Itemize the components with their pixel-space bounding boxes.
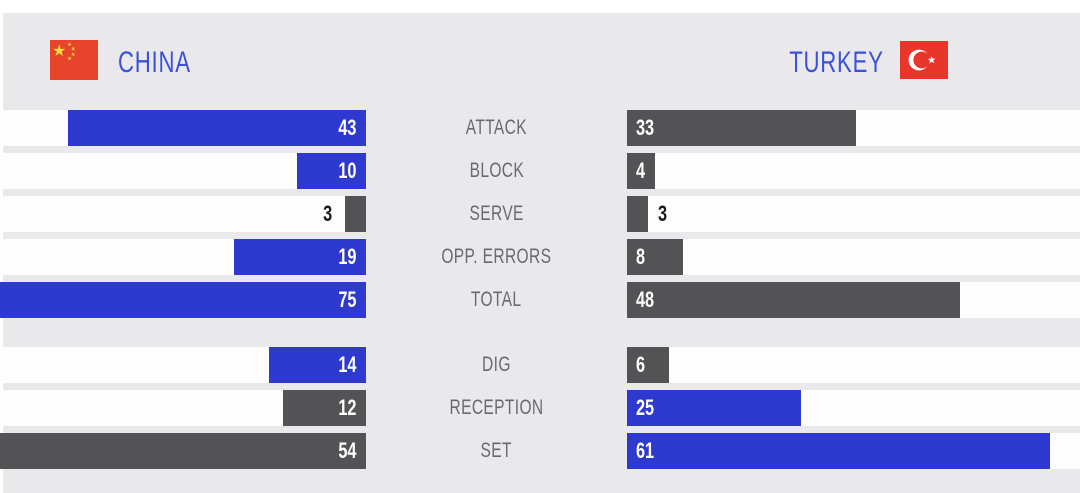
- stat-row-dig: DIG 14 6: [0, 347, 1080, 383]
- stat-row-reception: RECEPTION 12 25: [0, 390, 1080, 426]
- top-edge-strip: [0, 0, 1080, 13]
- china-value-set: 54: [337, 438, 356, 463]
- team-turkey-name-text: TURKEY: [789, 46, 884, 79]
- turkey-bar-track: [627, 153, 1080, 189]
- china-bar-serve: [345, 196, 366, 232]
- team-turkey-name: TURKEY: [756, 43, 884, 83]
- category-label-opp-errors: OPP. ERRORS: [441, 245, 552, 268]
- turkey-bar-total: [627, 282, 960, 318]
- stat-row-attack: ATTACK 43 33: [0, 110, 1080, 146]
- turkey-flag-icon: [900, 41, 948, 79]
- china-value-reception: 12: [337, 395, 356, 420]
- china-value-serve: 3: [322, 201, 332, 226]
- china-value-opp-errors: 19: [337, 244, 356, 269]
- turkey-bar-block: [627, 153, 655, 189]
- china-value-block: 10: [337, 158, 356, 183]
- stat-row-set: SET 54 61: [0, 433, 1080, 469]
- turkey-value-dig: 6: [636, 352, 646, 377]
- turkey-value-opp-errors: 8: [636, 244, 646, 269]
- stat-row-block: BLOCK 10 4: [0, 153, 1080, 189]
- category-label-dig: DIG: [482, 353, 511, 376]
- turkey-bar-track: [627, 239, 1080, 275]
- china-bar-block: [297, 153, 366, 189]
- turkey-bar-opp-errors: [627, 239, 683, 275]
- team-china-name: CHINA: [118, 43, 216, 83]
- turkey-bar-track: [627, 347, 1080, 383]
- category-label-block: BLOCK: [469, 159, 524, 182]
- turkey-bar-track: [627, 196, 1080, 232]
- turkey-bar-serve: [627, 196, 648, 232]
- category-label-attack: ATTACK: [465, 116, 528, 139]
- stat-row-serve: SERVE 3 3: [0, 196, 1080, 232]
- teams-header: CHINA TURKEY: [0, 13, 1080, 110]
- turkey-value-set: 61: [636, 438, 655, 463]
- china-bar-total: [0, 282, 366, 318]
- turkey-bar-reception: [627, 390, 801, 426]
- stat-row-total: TOTAL 75 48: [0, 282, 1080, 318]
- turkey-bar-dig: [627, 347, 669, 383]
- turkey-value-reception: 25: [636, 395, 655, 420]
- china-bar-set: [0, 433, 366, 469]
- china-value-total: 75: [337, 287, 356, 312]
- category-label-serve: SERVE: [469, 202, 524, 225]
- stat-row-opp-errors: OPP. ERRORS 19 8: [0, 239, 1080, 275]
- china-bar-opp-errors: [234, 239, 366, 275]
- china-value-dig: 14: [337, 352, 356, 377]
- china-value-attack: 43: [337, 115, 356, 140]
- team-china-name-text: CHINA: [118, 46, 191, 79]
- turkey-value-serve: 3: [658, 201, 668, 226]
- turkey-value-block: 4: [636, 158, 646, 183]
- china-bar-reception: [283, 390, 366, 426]
- turkey-value-total: 48: [636, 287, 655, 312]
- china-bar-dig: [269, 347, 366, 383]
- category-label-reception: RECEPTION: [449, 396, 544, 419]
- china-bar-track: [0, 196, 366, 232]
- china-flag-icon: [50, 40, 98, 80]
- turkey-bar-attack: [627, 110, 856, 146]
- category-label-total: TOTAL: [471, 288, 522, 311]
- turkey-bar-set: [627, 433, 1050, 469]
- category-label-set: SET: [480, 439, 513, 462]
- turkey-value-attack: 33: [636, 115, 655, 140]
- china-bar-attack: [68, 110, 366, 146]
